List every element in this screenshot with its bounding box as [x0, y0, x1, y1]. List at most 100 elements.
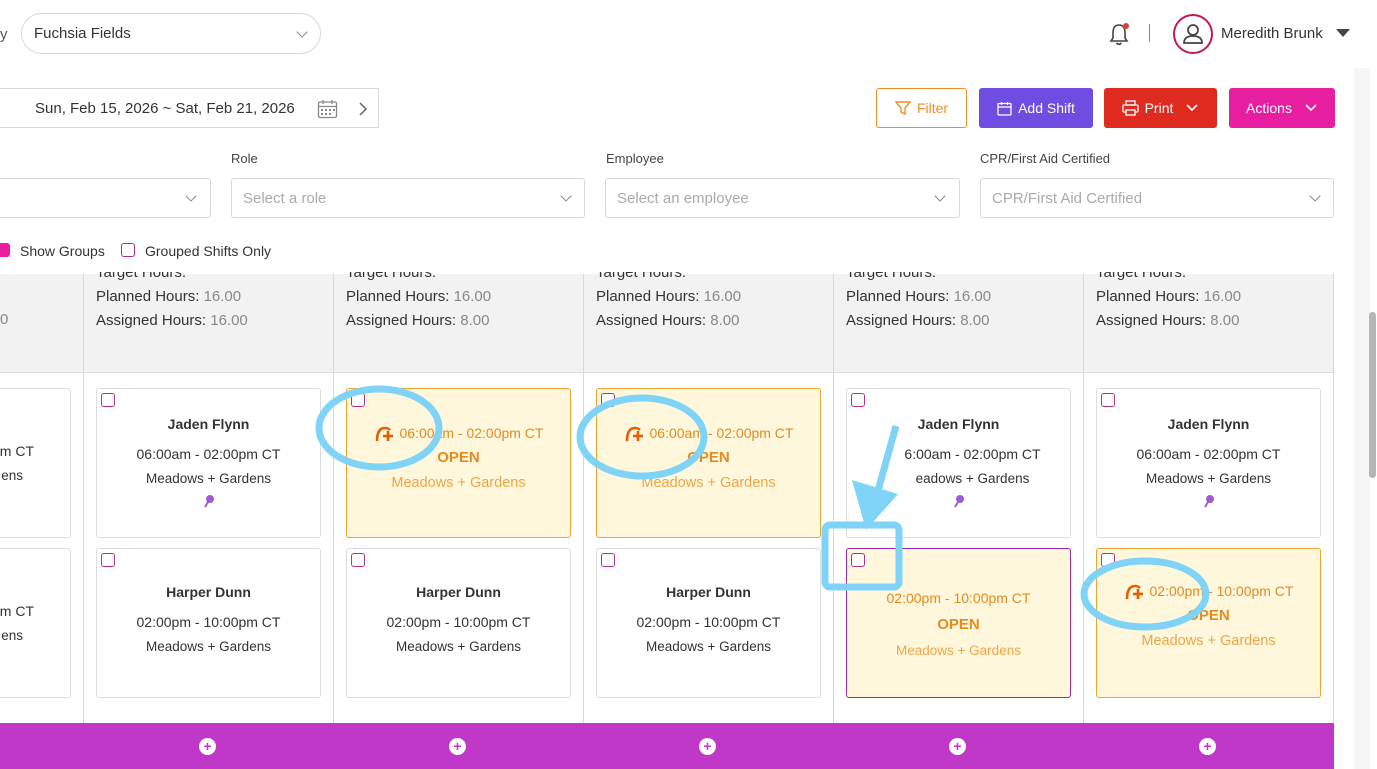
add-shift-plus-icon[interactable]: +: [199, 738, 216, 755]
shift-location: Meadows + Gardens: [646, 639, 771, 654]
shift-card[interactable]: Jaden Flynn 06:00am - 02:00pm CT Meadows…: [96, 388, 321, 538]
scrollbar-track[interactable]: [1354, 68, 1370, 769]
shift-select-checkbox[interactable]: [351, 553, 365, 567]
chevron-down-icon: [1309, 190, 1321, 202]
planned-hours-label: Planned Hours:: [596, 288, 700, 305]
open-shift-card[interactable]: 02:00pm - 10:00pm CT OPEN Meadows + Gard…: [846, 548, 1071, 698]
role-placeholder: Select a role: [243, 190, 327, 207]
avatar[interactable]: [1173, 14, 1213, 54]
shift-select-checkbox[interactable]: [1101, 393, 1115, 407]
cpr-select[interactable]: CPR/First Aid Certified: [980, 178, 1334, 218]
employee-placeholder: Select an employee: [617, 190, 749, 207]
open-shift-card[interactable]: 02:00pm - 10:00pm CT OPEN Meadows + Gard…: [1096, 548, 1321, 698]
filter-button[interactable]: Filter: [876, 88, 967, 128]
add-shift-plus-icon[interactable]: +: [699, 738, 716, 755]
bell-icon[interactable]: [1108, 22, 1130, 46]
role-select[interactable]: Select a role: [231, 178, 585, 218]
shift-select-checkbox[interactable]: [1101, 553, 1115, 567]
shift-card[interactable]: Jaden Flynn 6:00am - 02:00pm CT eadows +…: [846, 388, 1071, 538]
planned-hours-value: 16.00: [953, 288, 992, 305]
show-groups-label: Show Groups: [20, 243, 105, 259]
actions-button[interactable]: Actions: [1229, 88, 1335, 128]
open-status: OPEN: [437, 449, 480, 466]
employee-name: Jaden Flynn: [917, 416, 1000, 432]
filter-icon: [894, 101, 911, 116]
column-divider: [333, 274, 334, 723]
add-employee-icon[interactable]: [624, 423, 646, 443]
target-hours-label: Target Hours:: [96, 264, 187, 281]
scrollbar-thumb[interactable]: [1369, 312, 1376, 478]
assigned-hours-label: Assigned Hours:: [846, 312, 957, 329]
shift-location: ens: [1, 468, 23, 483]
header-separator: [1149, 24, 1150, 42]
shift-location: Meadows + Gardens: [391, 475, 526, 491]
column-divider: [83, 274, 84, 723]
hours-col-4: Target Hours: Planned Hours: 16.00 Assig…: [846, 261, 991, 333]
shift-card[interactable]: Harper Dunn 02:00pm - 10:00pm CT Meadows…: [596, 548, 821, 698]
planned-hours-label: Planned Hours:: [96, 288, 200, 305]
calendar-icon[interactable]: [317, 99, 338, 119]
shift-select-checkbox[interactable]: [601, 393, 615, 407]
shift-time: m CT: [0, 443, 34, 459]
shift-card-partial[interactable]: m CT ens: [0, 388, 71, 538]
chevron-down-icon: [185, 190, 197, 202]
planned-hours-value: 16.00: [1203, 288, 1242, 305]
shift-location: Meadows + Gardens: [641, 475, 776, 491]
chevron-down-icon: [934, 190, 946, 202]
hours-col-5: Target Hours: Planned Hours: 16.00 Assig…: [1096, 261, 1241, 333]
partial-filter-select[interactable]: [0, 178, 211, 218]
user-icon: [1183, 24, 1203, 44]
show-groups-checkbox[interactable]: [0, 243, 10, 257]
shift-time: m CT: [0, 603, 34, 619]
shift-card[interactable]: Harper Dunn 02:00pm - 10:00pm CT Meadows…: [346, 548, 571, 698]
grouped-shifts-only-checkbox[interactable]: [121, 243, 135, 257]
filter-label: Filter: [916, 100, 949, 116]
open-shift-card[interactable]: 06:00am - 02:00pm CT OPEN Meadows + Gard…: [596, 388, 821, 538]
open-shift-card[interactable]: 06:00am - 02:00pm CT OPEN Meadows + Gard…: [346, 388, 571, 538]
shift-time: 06:00am - 02:00pm CT: [1136, 446, 1281, 462]
open-shift-header: 06:00am - 02:00pm CT: [597, 423, 820, 443]
print-button[interactable]: Print: [1104, 88, 1217, 128]
add-shift-button[interactable]: Add Shift: [979, 88, 1093, 128]
add-shift-plus-icon[interactable]: +: [449, 738, 466, 755]
assigned-hours-label: Assigned Hours:: [1096, 312, 1207, 329]
shift-card-partial[interactable]: m CT ens: [0, 548, 71, 698]
shift-select-checkbox[interactable]: [851, 393, 865, 407]
assigned-hours-label: Assigned Hours:: [346, 312, 457, 329]
shift-location: eadows + Gardens: [915, 471, 1030, 486]
add-shift-plus-icon[interactable]: +: [1199, 738, 1216, 755]
printer-icon: [1121, 100, 1139, 116]
role-filter-label: Role: [231, 151, 258, 166]
open-shift-header: 06:00am - 02:00pm CT: [347, 423, 570, 443]
shift-select-checkbox[interactable]: [601, 553, 615, 567]
shift-card[interactable]: Harper Dunn 02:00pm - 10:00pm CT Meadows…: [96, 548, 321, 698]
location-select[interactable]: Fuchsia Fields: [21, 13, 321, 54]
shift-location: Meadows + Gardens: [1141, 633, 1276, 649]
add-employee-icon[interactable]: [374, 423, 396, 443]
employee-select[interactable]: Select an employee: [605, 178, 960, 218]
chevron-right-icon[interactable]: [357, 101, 369, 117]
column-divider: [1333, 274, 1334, 723]
employee-name: Jaden Flynn: [1167, 416, 1250, 432]
certification-icon: [1203, 495, 1214, 508]
shift-time: 02:00pm - 10:00pm CT: [1149, 583, 1294, 599]
shift-select-checkbox[interactable]: [101, 393, 115, 407]
shift-card[interactable]: Jaden Flynn 06:00am - 02:00pm CT Meadows…: [1096, 388, 1321, 538]
shift-select-checkbox[interactable]: [101, 553, 115, 567]
assigned-hours-label: Assigned Hours:: [96, 312, 207, 329]
employee-filter-label: Employee: [606, 151, 664, 166]
caret-down-icon[interactable]: [1336, 29, 1350, 37]
chevron-down-icon: [560, 190, 572, 202]
add-shift-plus-icon[interactable]: +: [949, 738, 966, 755]
employee-name: Harper Dunn: [166, 584, 251, 600]
open-status: OPEN: [937, 616, 980, 633]
assigned-hours-value: 8.00: [710, 312, 740, 329]
shift-select-checkbox[interactable]: [851, 553, 865, 567]
shift-time: 06:00am - 02:00pm CT: [136, 446, 281, 462]
planned-hours-value: 16.00: [203, 288, 242, 305]
add-employee-icon[interactable]: [1124, 581, 1146, 601]
user-name[interactable]: Meredith Brunk: [1221, 25, 1323, 42]
date-range-picker[interactable]: Sun, Feb 15, 2026 ~ Sat, Feb 21, 2026: [0, 88, 379, 128]
shift-select-checkbox[interactable]: [351, 393, 365, 407]
shift-location: Meadows + Gardens: [396, 639, 521, 654]
